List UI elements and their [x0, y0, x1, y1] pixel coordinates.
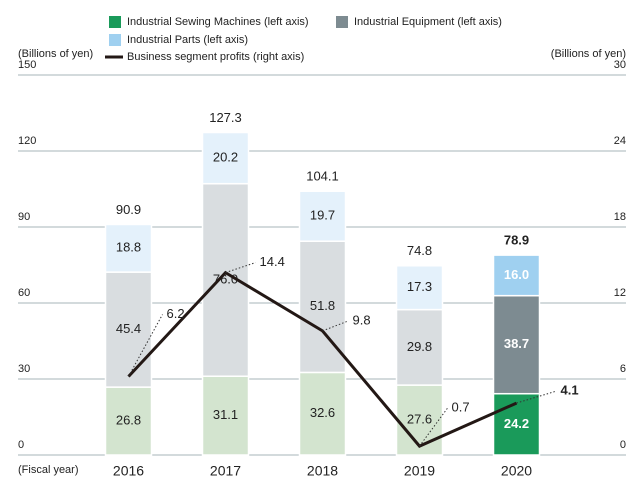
profit-label: 6.2 — [167, 306, 185, 321]
y-tick-label: 120 — [18, 135, 36, 147]
profit-label: 9.8 — [353, 312, 371, 327]
bar-segment — [104, 223, 153, 273]
bar-value-label: 19.7 — [310, 208, 335, 223]
profit-label: 14.4 — [260, 254, 285, 269]
x-tick-label: 2017 — [210, 463, 241, 479]
x-tick-label: 2019 — [404, 463, 435, 479]
bar-value-label: 16.0 — [504, 267, 529, 282]
bar-segment — [298, 371, 347, 456]
y-tick-label: 150 — [18, 59, 36, 71]
legend-swatch — [336, 16, 348, 28]
legend-label: Industrial Parts (left axis) — [127, 34, 248, 46]
bar-value-label: 18.8 — [116, 240, 141, 255]
x-tick-label: 2020 — [501, 463, 532, 479]
bar-total-label: 104.1 — [306, 169, 339, 184]
bar-total-label: 78.9 — [504, 233, 529, 248]
profit-label: 4.1 — [561, 383, 579, 398]
profit-leader — [322, 320, 349, 332]
profit-leader — [419, 407, 448, 447]
bar-value-label: 27.6 — [407, 411, 432, 426]
bar-value-label: 17.3 — [407, 279, 432, 294]
legend-swatch — [109, 16, 121, 28]
bar-segment — [201, 375, 250, 456]
bar-value-label: 51.8 — [310, 298, 335, 313]
y2-tick-label: 24 — [614, 135, 626, 147]
legend-label: Business segment profits (right axis) — [127, 51, 304, 63]
bar-segment — [492, 254, 541, 297]
bar-value-label: 38.7 — [504, 336, 529, 351]
x-tick-label: 2018 — [307, 463, 338, 479]
bar-segment — [201, 182, 250, 377]
bar-segment — [104, 386, 153, 456]
legend-label: Industrial Sewing Machines (left axis) — [127, 16, 309, 28]
y2-tick-label: 18 — [614, 211, 626, 223]
bar-total-label: 127.3 — [209, 110, 242, 125]
bar-value-label: 20.2 — [213, 150, 238, 165]
y-tick-label: 90 — [18, 211, 30, 223]
bar-segment — [395, 265, 444, 311]
y2-axis-label: (Billions of yen) — [551, 48, 626, 60]
profit-label: 0.7 — [452, 400, 470, 415]
bar-segment — [104, 271, 153, 388]
bar-value-label: 31.1 — [213, 407, 238, 422]
bar-segment — [492, 294, 541, 395]
bar-segment — [395, 308, 444, 386]
bar-segment — [298, 190, 347, 242]
bar-total-label: 74.8 — [407, 243, 432, 258]
y-axis-label: (Billions of yen) — [18, 48, 93, 60]
bar-segment — [395, 384, 444, 456]
bar-value-label: 26.8 — [116, 412, 141, 427]
y2-tick-label: 12 — [614, 287, 626, 299]
y-tick-label: 60 — [18, 287, 30, 299]
legend-label: Industrial Equipment (left axis) — [354, 16, 502, 28]
y2-tick-label: 30 — [614, 59, 626, 71]
x-axis-label: (Fiscal year) — [18, 464, 79, 476]
bar-total-label: 90.9 — [116, 202, 141, 217]
y-tick-label: 0 — [18, 439, 24, 451]
y-tick-label: 30 — [18, 363, 30, 375]
bar-value-label: 24.2 — [504, 416, 529, 431]
y2-tick-label: 0 — [620, 439, 626, 451]
legend-swatch — [109, 34, 121, 46]
bar-value-label: 32.6 — [310, 405, 335, 420]
profit-leader — [128, 314, 163, 377]
bar-value-label: 29.8 — [407, 339, 432, 354]
bar-segment — [201, 131, 250, 185]
x-tick-label: 2016 — [113, 463, 144, 479]
y2-tick-label: 6 — [620, 363, 626, 375]
bar-value-label: 45.4 — [116, 321, 141, 336]
